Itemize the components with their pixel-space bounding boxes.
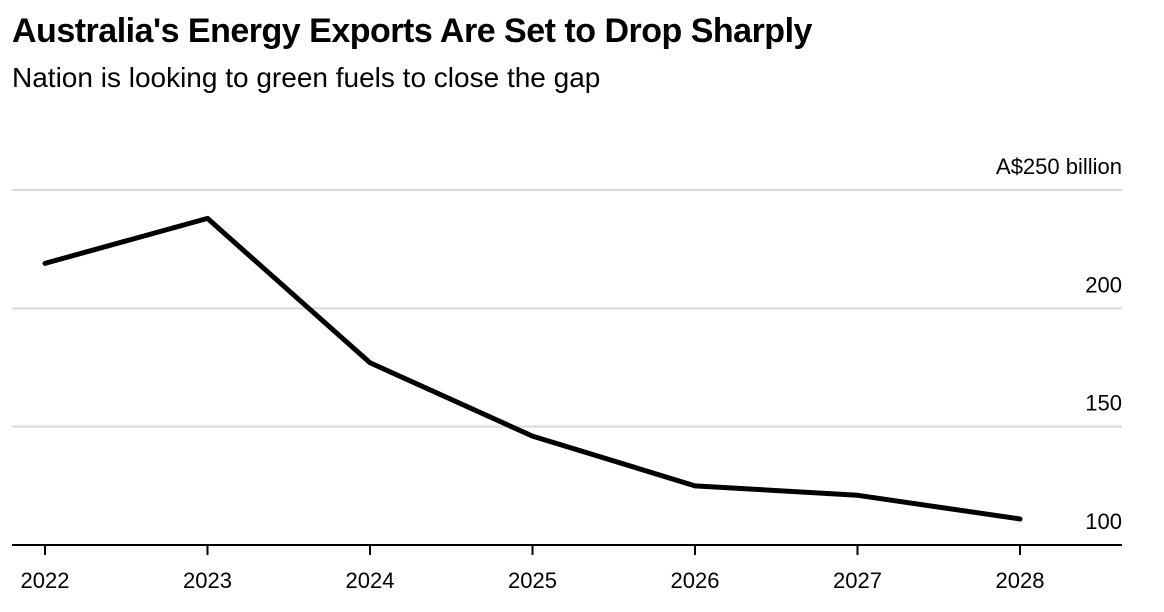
series-line (42, 215, 1023, 522)
series-layer (42, 215, 1023, 522)
x-tick-label: 2026 (671, 568, 720, 593)
x-axis (12, 544, 1122, 555)
chart-subtitle: Nation is looking to green fuels to clos… (12, 62, 601, 93)
y-axis-tick-labels: 100 150 200 A$250 billion (996, 154, 1122, 534)
chart-title: Australia's Energy Exports Are Set to Dr… (12, 12, 812, 50)
x-tick-label: 2028 (996, 568, 1045, 593)
x-tick-label: 2023 (183, 568, 232, 593)
y-tick-label: 150 (1085, 391, 1122, 416)
x-tick-label: 2027 (833, 568, 882, 593)
y-tick-label: 100 (1085, 509, 1122, 534)
x-tick-label: 2024 (346, 568, 395, 593)
y-tick-label: 200 (1085, 272, 1122, 297)
x-tick-label: 2025 (508, 568, 557, 593)
x-axis-tick-labels: 2022 2023 2024 2025 2026 2027 2028 (21, 568, 1045, 593)
x-tick-label: 2022 (21, 568, 70, 593)
y-tick-label: A$250 billion (996, 154, 1122, 179)
gridlines (12, 189, 1122, 428)
